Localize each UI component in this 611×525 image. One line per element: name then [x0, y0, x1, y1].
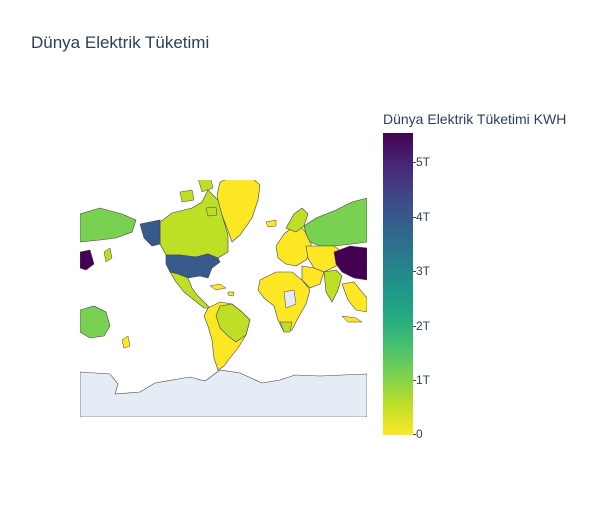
russia[interactable] [303, 197, 368, 247]
australia[interactable] [79, 305, 111, 339]
colorbar-title: Dünya Elektrik Tüketimi KWH [383, 111, 567, 127]
mexico[interactable] [169, 271, 211, 309]
colorbar-tick-3t: 3T [412, 264, 431, 278]
scandinavia[interactable] [285, 207, 309, 233]
south-africa[interactable] [279, 321, 293, 333]
russia-far-east[interactable] [79, 207, 137, 243]
colorbar-tick-4t: 4T [412, 210, 431, 224]
brazil[interactable] [215, 303, 251, 343]
new-zealand[interactable] [121, 335, 131, 349]
canada-arctic-islands[interactable] [179, 175, 218, 217]
africa-nodata[interactable] [283, 289, 297, 309]
indonesia[interactable] [341, 315, 363, 323]
colorbar [383, 133, 413, 435]
caribbean-islands[interactable] [209, 283, 235, 297]
colorbar-tick-2t: 2T [412, 319, 431, 333]
central-asia[interactable] [305, 245, 343, 273]
africa[interactable] [257, 271, 311, 333]
india[interactable] [323, 269, 343, 303]
china-west-edge[interactable] [79, 249, 95, 271]
china[interactable] [333, 245, 368, 281]
colorbar-tick-5t: 5T [412, 155, 431, 169]
chart-title: Dünya Elektrik Tüketimi [31, 33, 210, 52]
colorbar-tick-0: 0 [413, 427, 423, 441]
alaska[interactable] [139, 219, 161, 247]
iceland[interactable] [265, 219, 277, 228]
world-choropleth-map[interactable] [79, 171, 368, 418]
colorbar-tick-1t: 1T [412, 373, 431, 387]
japan[interactable] [103, 247, 113, 263]
